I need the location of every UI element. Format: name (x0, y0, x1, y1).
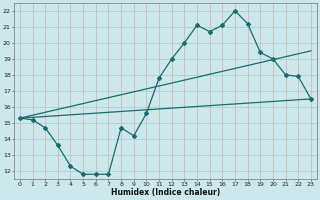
X-axis label: Humidex (Indice chaleur): Humidex (Indice chaleur) (111, 188, 220, 197)
